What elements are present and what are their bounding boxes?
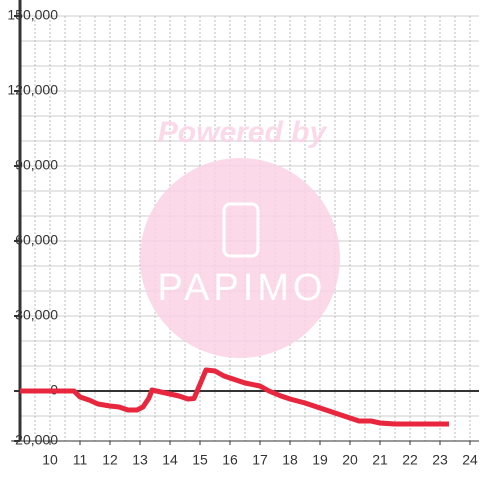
x-tick-label: 14 [162,452,178,468]
watermark-circle [140,158,340,358]
x-tick-label: 18 [282,452,298,468]
x-tick-label: 22 [402,452,418,468]
line-series [20,367,449,427]
y-tick-label: 150,000 [7,7,58,23]
x-tick-label: 17 [252,452,268,468]
watermark: Powered by PAPIMO [140,116,340,358]
watermark-text: Powered by [158,116,328,149]
y-tick-label: 120,000 [7,82,58,98]
x-tick-label: 13 [132,452,148,468]
x-tick-label: 23 [432,452,448,468]
y-tick-label: 90,000 [15,157,58,173]
x-tick-label: 16 [222,452,238,468]
x-tick-label: 11 [73,452,88,468]
y-tick-label: -20,000 [11,432,59,448]
x-tick-label: 19 [312,452,328,468]
x-tick-label: 24 [462,452,478,468]
x-tick-label: 21 [372,452,388,468]
x-tick-label: 12 [102,452,118,468]
y-tick-label: 60,000 [15,232,58,248]
x-tick-label: 10 [42,452,58,468]
y-tick-label: 30,000 [15,307,58,323]
x-tick-label: 20 [342,452,358,468]
x-tick-label: 15 [192,452,208,468]
watermark-logo: PAPIMO [158,267,327,309]
watermark-phone [222,202,260,258]
